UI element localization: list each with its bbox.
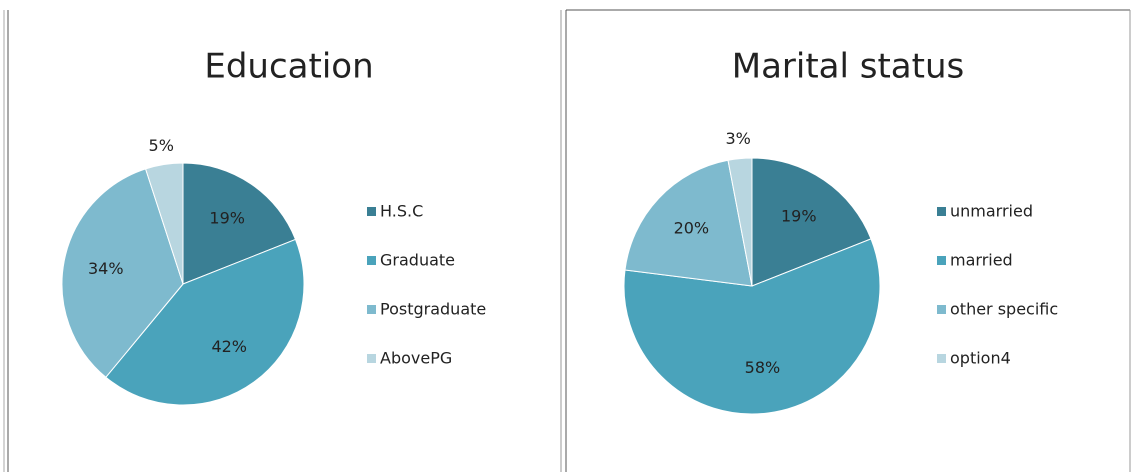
legend-swatch xyxy=(367,256,376,265)
chart-title: Education xyxy=(204,47,373,87)
legend-label: Postgraduate xyxy=(380,300,486,319)
data-label: 19% xyxy=(209,208,245,227)
legend-label: H.S.C xyxy=(380,202,423,221)
data-label: 34% xyxy=(88,259,124,278)
pie-slice xyxy=(751,157,872,287)
data-label: 42% xyxy=(211,337,247,356)
legend-label: AbovePG xyxy=(380,349,452,368)
pie-slice xyxy=(144,162,184,285)
legend-label: option4 xyxy=(950,349,1011,368)
pie-slice xyxy=(105,238,305,406)
legend-swatch xyxy=(367,354,376,363)
legend-swatch xyxy=(937,354,946,363)
legend-swatch xyxy=(937,256,946,265)
legend-label: unmarried xyxy=(950,202,1033,221)
data-label: 20% xyxy=(674,219,710,238)
data-label: 58% xyxy=(745,358,781,377)
pie-slice xyxy=(182,162,297,285)
legend-swatch xyxy=(367,305,376,314)
data-label: 19% xyxy=(781,207,817,226)
data-label: 5% xyxy=(149,136,174,155)
pie-slice xyxy=(623,238,881,415)
legend-swatch xyxy=(937,305,946,314)
legend-swatch xyxy=(937,207,946,216)
legend-label: Graduate xyxy=(380,251,455,270)
pie-slice xyxy=(624,159,753,287)
data-label: 3% xyxy=(725,129,750,148)
legend-label: other specific xyxy=(950,300,1058,319)
pie-slice xyxy=(727,157,753,287)
legend-swatch xyxy=(367,207,376,216)
pie-slice xyxy=(61,168,184,378)
legend-label: married xyxy=(950,251,1013,270)
chart-title: Marital status xyxy=(732,47,965,87)
